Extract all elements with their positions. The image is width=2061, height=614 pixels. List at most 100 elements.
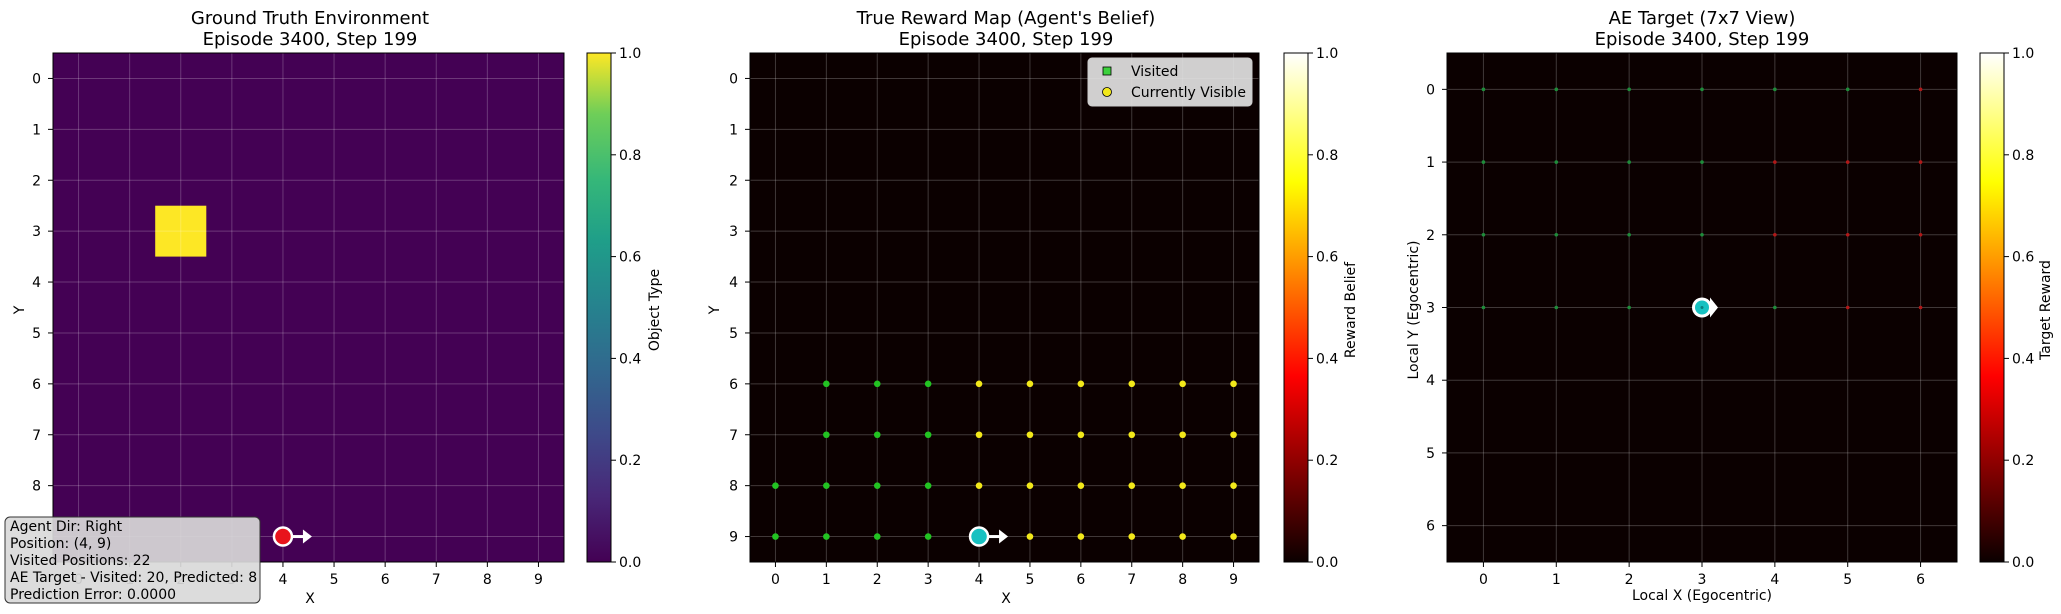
agent-marker bbox=[272, 526, 294, 547]
x-tick-label: 6 bbox=[1076, 572, 1085, 588]
visible-point bbox=[1230, 380, 1237, 388]
agent-marker-dot bbox=[1700, 306, 1704, 309]
visited-point bbox=[823, 431, 830, 439]
y-tick-label: 2 bbox=[1426, 228, 1435, 244]
visited-point bbox=[772, 533, 779, 540]
visible-point bbox=[1077, 431, 1085, 439]
info-line-error: Prediction Error: 0.0000 bbox=[10, 587, 176, 603]
x-tick-label: 4 bbox=[278, 572, 287, 588]
ae-predicted-point bbox=[1918, 87, 1923, 92]
y-tick-label: 5 bbox=[729, 326, 738, 342]
legend-square-marker bbox=[1102, 66, 1112, 76]
x-tick-label: 1 bbox=[822, 572, 831, 588]
visible-point bbox=[1230, 533, 1237, 540]
ae-visited-point bbox=[1627, 305, 1631, 310]
plot-frame bbox=[749, 52, 1260, 563]
y-tick-label: 8 bbox=[32, 479, 41, 495]
ae-visited-point bbox=[1481, 87, 1486, 92]
ground-truth-panel: Ground Truth Environment Episode 3400, S… bbox=[12, 8, 663, 607]
x-tick-label: 7 bbox=[432, 572, 441, 588]
ae-visited-point bbox=[1845, 87, 1850, 92]
x-tick-label: 7 bbox=[1127, 572, 1136, 588]
visited-point bbox=[873, 482, 881, 489]
colorbar-tick-label: 1.0 bbox=[2012, 46, 2034, 62]
colorbar-tick-label: 0.6 bbox=[2012, 250, 2034, 266]
visible-point bbox=[975, 380, 983, 388]
legend-box bbox=[1087, 57, 1253, 107]
visible-point bbox=[1179, 380, 1186, 388]
ae-predicted-point bbox=[1845, 232, 1850, 237]
visible-point bbox=[1230, 482, 1237, 489]
ae-predicted-point bbox=[1918, 305, 1923, 310]
visited-point bbox=[873, 431, 881, 439]
x-tick-label: 0 bbox=[771, 572, 780, 588]
agent-direction-arrow bbox=[1710, 297, 1718, 318]
heatmap-plot: 0 1 2 3 4 5 6 7 8 9 0 1 2 3 4 5 6 7 8 9 bbox=[729, 52, 1260, 588]
y-tick-label: 9 bbox=[729, 530, 738, 546]
ae-visited-point bbox=[1627, 232, 1631, 237]
y-tick-label: 1 bbox=[32, 122, 41, 138]
heatmap-background bbox=[750, 53, 1259, 562]
colorbar-tick-label: 0.0 bbox=[1316, 555, 1338, 571]
x-tick-label: 2 bbox=[873, 572, 882, 588]
reward-map-panel: True Reward Map (Agent's Belief) Episode… bbox=[707, 8, 1359, 607]
ae-visited-point bbox=[1627, 87, 1631, 92]
x-tick-label: 0 bbox=[1479, 572, 1488, 588]
y-axis-label: Y bbox=[12, 305, 28, 315]
visited-point bbox=[823, 380, 830, 388]
y-tick-label: 0 bbox=[729, 71, 738, 87]
x-tick-label: 3 bbox=[924, 572, 933, 588]
colorbar-tick-label: 0.8 bbox=[2012, 148, 2034, 164]
x-tick-label: 9 bbox=[534, 572, 543, 588]
panel-title-line1: AE Target (7x7 View) bbox=[1609, 8, 1796, 29]
y-axis-label: Y bbox=[707, 305, 723, 315]
y-tick-label: 6 bbox=[729, 377, 738, 393]
x-tick-label: 8 bbox=[483, 572, 492, 588]
colorbar-tick-label: 0.8 bbox=[619, 148, 641, 164]
ae-predicted-point bbox=[1918, 160, 1923, 164]
panel-title-line1: Ground Truth Environment bbox=[191, 8, 429, 29]
agent-direction-arrow bbox=[999, 529, 1009, 544]
visible-point bbox=[1026, 533, 1034, 540]
legend-label-visible: Currently Visible bbox=[1131, 85, 1246, 101]
visible-point bbox=[1179, 533, 1186, 540]
colorbar-gradient bbox=[1979, 52, 2005, 563]
ae-visited-point bbox=[1700, 232, 1704, 237]
colorbar-tick-label: 0.6 bbox=[619, 250, 641, 266]
visited-point bbox=[873, 533, 881, 540]
x-axis-label: X bbox=[305, 591, 315, 607]
x-tick-label: 8 bbox=[1178, 572, 1187, 588]
visible-point bbox=[975, 482, 983, 489]
y-tick-label: 4 bbox=[729, 275, 738, 291]
y-tick-label: 5 bbox=[1426, 446, 1435, 462]
y-axis-label: Local Y (Egocentric) bbox=[1406, 241, 1422, 380]
visible-point bbox=[1128, 431, 1136, 439]
y-tick-label: 3 bbox=[729, 224, 738, 240]
agent-direction-arrow bbox=[302, 529, 312, 544]
colorbar-tick-label: 0.8 bbox=[1316, 148, 1338, 164]
y-tick-label: 6 bbox=[32, 377, 41, 393]
colorbar-tick-label: 1.0 bbox=[1316, 46, 1338, 62]
panel-title-line2: Episode 3400, Step 199 bbox=[1595, 29, 1810, 50]
agent-marker bbox=[968, 526, 990, 547]
legend: Visited Currently Visible bbox=[1087, 57, 1253, 107]
ae-predicted-point bbox=[1773, 232, 1777, 237]
legend-circle-marker bbox=[1102, 87, 1112, 97]
colorbar-tick-label: 0.6 bbox=[1316, 250, 1338, 266]
colorbar-tick-label: 0.2 bbox=[619, 453, 641, 469]
ae-visited-point bbox=[1481, 160, 1486, 164]
info-box: Agent Dir: Right Position: (4, 9) Visite… bbox=[4, 516, 261, 604]
visible-point bbox=[975, 431, 983, 439]
y-tick-label: 2 bbox=[32, 173, 41, 189]
y-tick-label: 2 bbox=[729, 173, 738, 189]
x-axis-label: X bbox=[1001, 591, 1011, 607]
ae-visited-point bbox=[1554, 232, 1559, 237]
colorbar: 0.0 0.2 0.4 0.6 0.8 1.0 bbox=[586, 46, 641, 571]
y-tick-label: 4 bbox=[32, 275, 41, 291]
x-tick-label: 9 bbox=[1229, 572, 1238, 588]
x-tick-label: 5 bbox=[1843, 572, 1852, 588]
ae-target-panel: AE Target (7x7 View) Episode 3400, Step … bbox=[1406, 8, 2054, 604]
x-tick-label: 4 bbox=[975, 572, 984, 588]
ae-predicted-point bbox=[1918, 232, 1923, 237]
x-tick-label: 2 bbox=[1625, 572, 1634, 588]
